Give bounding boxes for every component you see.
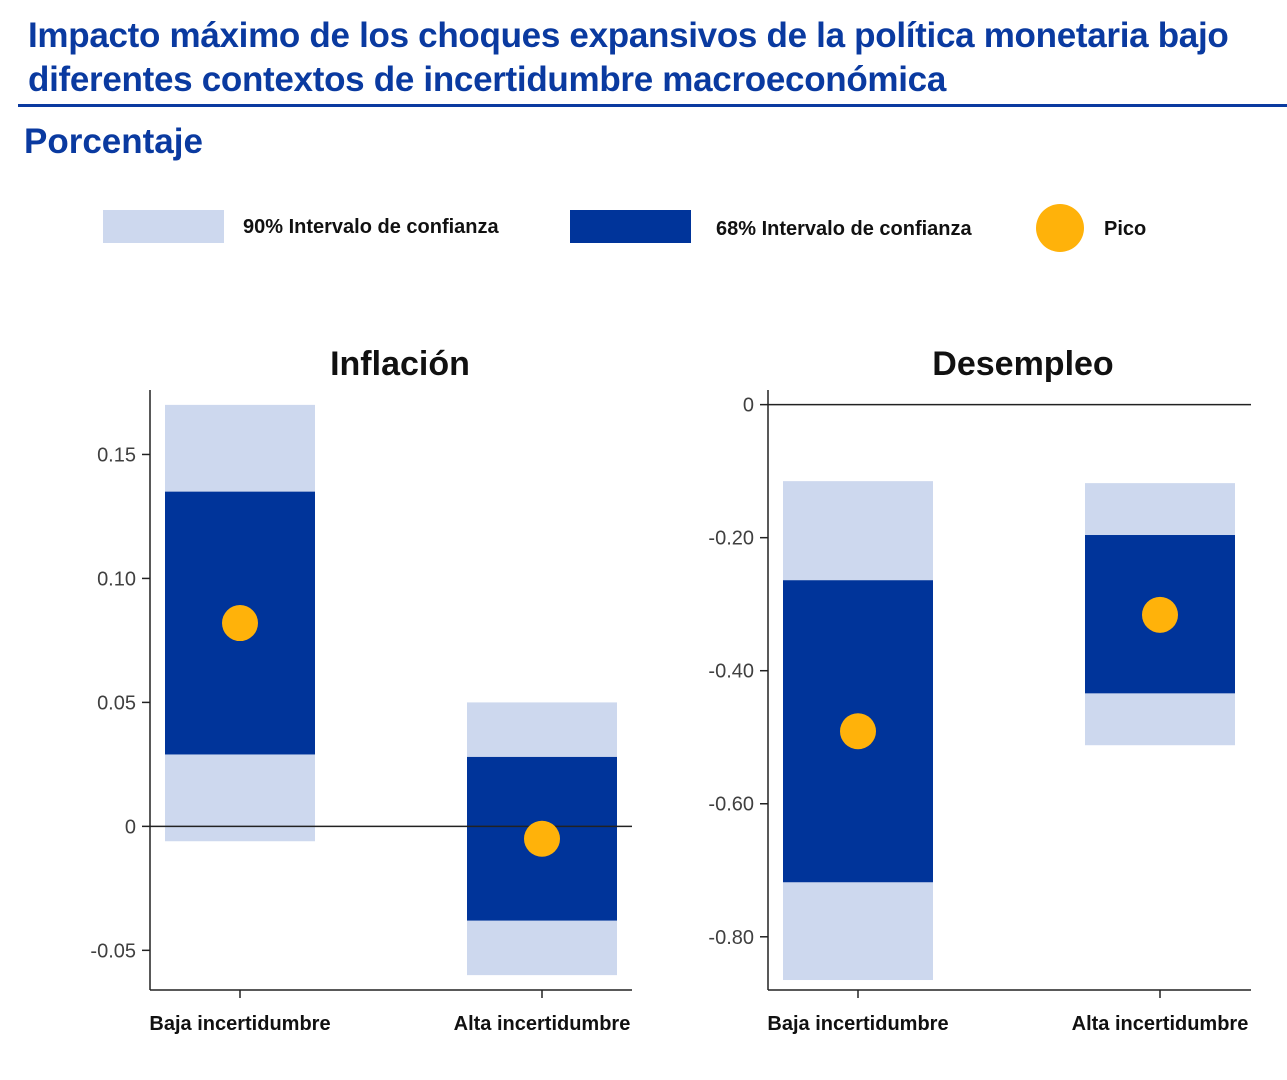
legend-swatch-peak — [1036, 204, 1084, 252]
panel-title: Desempleo — [932, 345, 1113, 383]
panel-desempleo: Desempleo -0.80 -0.60 -0.40 -0.20 0 Baja incer… — [708, 345, 1251, 1035]
chart-title: Impacto máximo de los choques expansivos… — [28, 16, 1229, 99]
chart-subtitle: Porcentaje — [24, 122, 203, 161]
legend-swatch-ci90 — [103, 210, 224, 243]
title-divider — [18, 104, 1287, 107]
x-category-label: Alta incertidumbre — [454, 1013, 631, 1035]
x-category-label: Baja incertidumbre — [149, 1013, 330, 1035]
peak-marker — [222, 605, 258, 642]
y-tick-label: 0 — [743, 395, 754, 417]
legend-swatch-ci68 — [570, 210, 691, 243]
panel-inflacion: Inflación -0.05 0 0.05 0.10 0.15 Baja incertid… — [90, 345, 632, 1035]
y-tick-label: -0.60 — [708, 794, 754, 816]
peak-marker — [1142, 596, 1178, 633]
x-category-label: Alta incertidumbre — [1072, 1013, 1249, 1035]
panel-title: Inflación — [330, 345, 470, 383]
y-tick-label: -0.05 — [90, 940, 136, 962]
y-tick-label: 0.05 — [97, 692, 136, 714]
y-tick-label: 0.15 — [97, 444, 136, 466]
y-tick-label: 0 — [125, 816, 136, 838]
legend-label-peak: Pico — [1104, 218, 1146, 240]
y-tick-label: -0.40 — [708, 661, 754, 683]
legend-label-ci68: 68% Intervalo de confianza — [716, 218, 973, 240]
y-tick-label: 0.10 — [97, 568, 136, 590]
y-tick-label: -0.80 — [708, 927, 754, 949]
x-category-label: Baja incertidumbre — [767, 1013, 948, 1035]
y-tick-label: -0.20 — [708, 528, 754, 550]
peak-marker — [840, 713, 876, 750]
legend-label-ci90: 90% Intervalo de confianza — [243, 216, 500, 238]
legend: 90% Intervalo de confianza 68% Intervalo… — [103, 204, 1146, 252]
peak-marker — [524, 820, 560, 857]
